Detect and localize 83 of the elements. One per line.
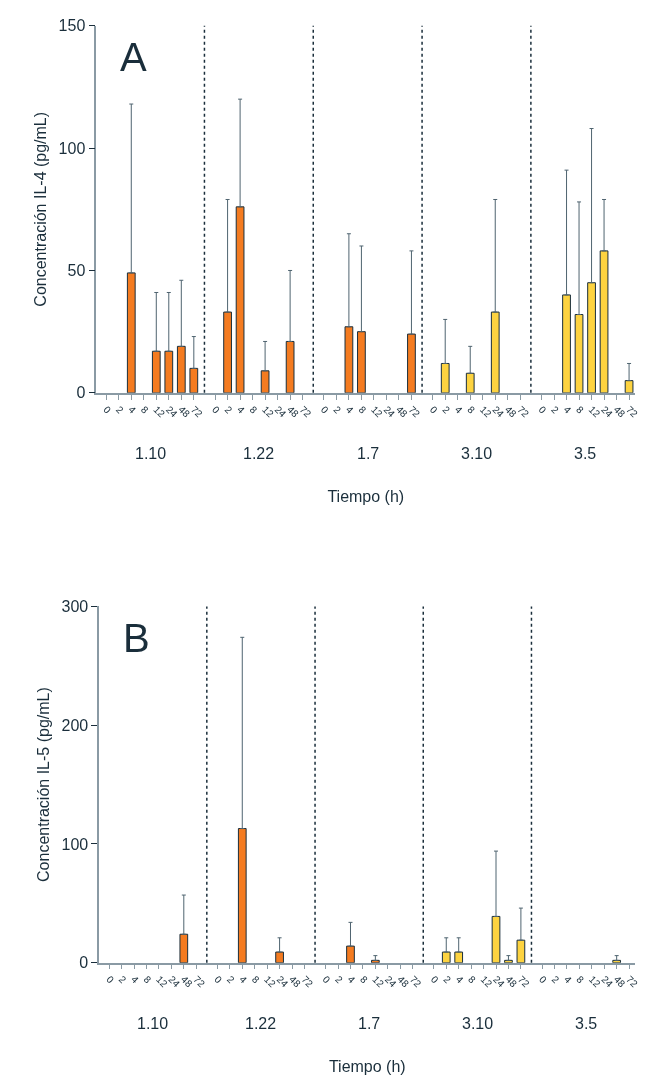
text: 1.7 (358, 1015, 381, 1032)
x-tick-label: 72 (406, 403, 423, 420)
bar (237, 828, 247, 963)
x-tick-label: 0 (210, 403, 223, 416)
x-tick-label: 4 (129, 973, 142, 986)
x-tick-label: 4 (235, 403, 248, 416)
x-tick-label: 8 (465, 403, 478, 416)
y-tick-label: 0 (76, 384, 86, 402)
x-tick-label: 4 (126, 403, 139, 416)
x-tick-label: 2 (333, 973, 346, 986)
y-axis-title: Concentración IL-5 (pg/mL) (34, 687, 52, 882)
x-tick-label: 2 (222, 403, 235, 416)
x-tick-label: 4 (237, 973, 250, 986)
x-axis-title: Tiempo (h) (328, 1057, 406, 1075)
x-tick-label: 8 (249, 973, 262, 986)
y-tick-label: 150 (58, 17, 86, 35)
x-tick-label: 24 (274, 973, 291, 990)
x-tick-label: 48 (503, 973, 520, 990)
x-tick-label: 8 (356, 403, 369, 416)
text: 3.5 (575, 1015, 598, 1032)
x-tick-label: 4 (343, 403, 356, 416)
x-tick-label: 24 (599, 973, 616, 990)
x-tick-label: 0 (318, 403, 331, 416)
bar (516, 939, 526, 963)
x-tick-label: 72 (515, 403, 532, 420)
x-tick-label: 24 (381, 403, 398, 420)
x-tick-label: 2 (224, 973, 237, 986)
x-tick-label: 2 (331, 403, 344, 416)
text: 1.22 (245, 1015, 277, 1032)
x-tick-label: 0 (212, 973, 225, 986)
x-tick-label: 0 (104, 973, 117, 986)
x-tick-label: 2 (549, 973, 562, 986)
text: 1.7 (357, 445, 380, 462)
x-tick-label: 8 (138, 403, 151, 416)
x-tick-label: 0 (101, 403, 114, 416)
text: 3.5 (574, 445, 597, 462)
x-tick-label: 2 (441, 973, 454, 986)
x-tick-label: 72 (299, 973, 316, 990)
x-tick-label: 4 (561, 403, 574, 416)
x-tick-label: 4 (453, 973, 466, 986)
x-tick-label: 72 (191, 973, 208, 990)
x-tick-label: 24 (166, 973, 183, 990)
y-tick-label: 200 (61, 716, 89, 734)
x-tick-label: 2 (549, 403, 562, 416)
x-tick-label: 8 (357, 973, 370, 986)
text: 3.10 (462, 1015, 494, 1032)
x-tick-label: 4 (452, 403, 465, 416)
y-tick-label: 50 (67, 262, 86, 280)
x-tick-label: 24 (490, 403, 507, 420)
x-tick-label: 8 (466, 973, 479, 986)
x-tick-label: 8 (247, 403, 260, 416)
x-tick-label: 0 (536, 403, 549, 416)
y-tick-label: 100 (58, 139, 86, 157)
x-tick-label: 48 (176, 403, 193, 420)
x-tick-label: 2 (440, 403, 453, 416)
x-tick-label: 0 (428, 973, 441, 986)
x-tick-label: 8 (574, 403, 587, 416)
x-tick-label: 0 (427, 403, 440, 416)
annotation: A (120, 35, 147, 79)
x-tick-label: 4 (561, 973, 574, 986)
x-tick-label: 0 (537, 973, 550, 986)
x-tick-label: 8 (141, 973, 154, 986)
text: 1.22 (243, 445, 275, 462)
x-tick-label: 4 (345, 973, 358, 986)
text: 1.10 (135, 445, 167, 462)
annotation: B (123, 616, 150, 660)
x-tick-label: 72 (624, 973, 641, 990)
x-axis-title: Tiempo (h) (327, 487, 405, 505)
x-tick-label: 2 (116, 973, 129, 986)
y-tick-label: 100 (61, 835, 89, 853)
bar (491, 915, 501, 963)
x-tick-label: 48 (395, 973, 412, 990)
text: 3.10 (461, 445, 493, 462)
x-tick-label: 8 (574, 973, 587, 986)
x-tick-label: 24 (272, 403, 289, 420)
y-tick-label: 300 (61, 598, 89, 616)
x-tick-label: 2 (113, 403, 126, 416)
x-tick-label: 0 (320, 973, 333, 986)
y-tick-label: 0 (79, 954, 89, 972)
y-axis-title: Concentración IL-4 (pg/mL) (32, 111, 49, 307)
x-tick-label: 72 (297, 403, 314, 420)
text: 1.10 (137, 1015, 169, 1032)
bar (346, 945, 355, 963)
